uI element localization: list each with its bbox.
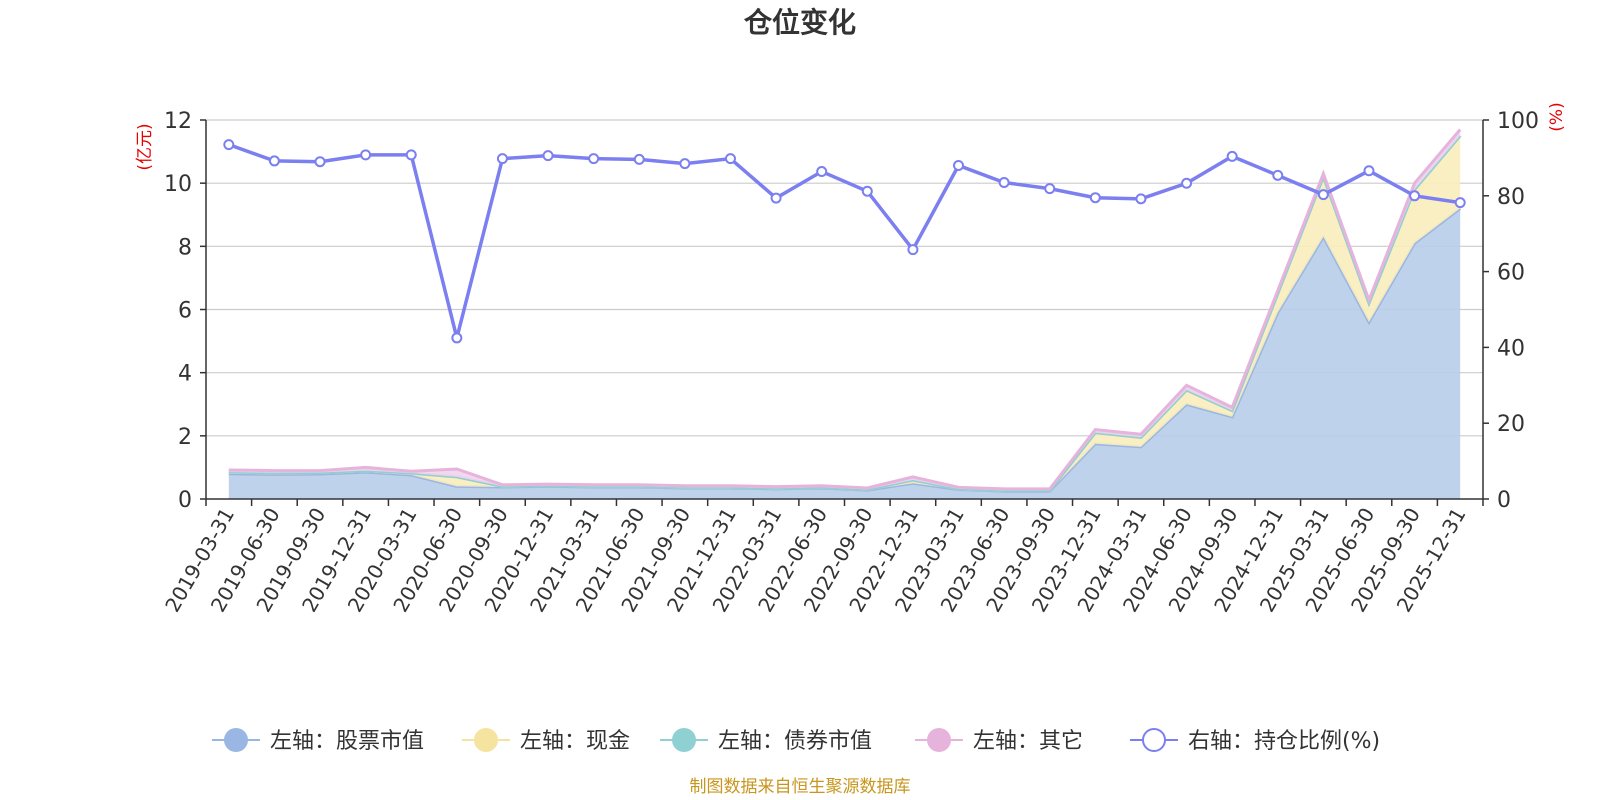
x-axis-ticks: 2019-03-312019-06-302019-09-302019-12-31… <box>160 499 1484 616</box>
ratio-point <box>1135 193 1147 205</box>
ratio-point <box>679 158 691 170</box>
left-tick-label: 4 <box>178 362 192 387</box>
legend-label: 右轴：持仓比例(%) <box>1188 729 1380 754</box>
legend-label: 左轴：股票市值 <box>270 729 424 754</box>
ratio-point <box>1454 197 1466 209</box>
ratio-point <box>1226 150 1238 162</box>
ratio-point <box>1181 177 1193 189</box>
ratio-point <box>998 177 1010 189</box>
left-tick-label: 0 <box>178 488 192 513</box>
ratio-point <box>1363 165 1375 177</box>
right-axis-unit: (%) <box>1547 102 1567 131</box>
ratio-point <box>724 153 736 165</box>
right-tick-label: 20 <box>1497 412 1525 437</box>
right-tick-label: 80 <box>1497 185 1525 210</box>
left-tick-label: 12 <box>164 109 192 134</box>
left-tick-label: 6 <box>178 299 192 324</box>
ratio-point <box>588 153 600 165</box>
legend-marker <box>672 728 696 752</box>
legend-marker <box>224 728 248 752</box>
ratio-point <box>1409 190 1421 202</box>
stacked-areas <box>228 128 1462 499</box>
legend-label: 左轴：其它 <box>973 729 1083 754</box>
ratio-point <box>1272 169 1284 181</box>
legend-label: 左轴：债券市值 <box>718 729 872 754</box>
ratio-point <box>496 153 508 165</box>
right-tick-label: 40 <box>1497 336 1525 361</box>
left-tick-label: 2 <box>178 425 192 450</box>
ratio-point <box>451 332 463 344</box>
holding-ratio-line <box>223 139 1466 344</box>
ratio-point <box>314 156 326 168</box>
ratio-point <box>816 166 828 178</box>
left-axis-ticks: 0 2 4 6 8 10 12 <box>164 109 206 513</box>
left-axis-unit: (亿元) <box>135 123 155 170</box>
ratio-point <box>770 192 782 204</box>
right-tick-label: 100 <box>1497 109 1539 134</box>
chart-title: 仓位变化 <box>744 6 856 39</box>
area-左轴：股票市值 <box>228 208 1461 499</box>
ratio-point <box>861 185 873 197</box>
ratio-point <box>223 139 235 151</box>
ratio-line-path <box>228 142 1461 339</box>
ratio-point <box>633 153 645 165</box>
right-axis-ticks: 0 20 40 60 80 100 <box>1483 109 1539 513</box>
ratio-point <box>1044 183 1056 195</box>
legend-marker <box>1142 728 1166 752</box>
right-tick-label: 0 <box>1497 488 1511 513</box>
ratio-point <box>907 244 919 256</box>
ratio-point <box>360 149 372 161</box>
left-tick-label: 8 <box>178 235 192 260</box>
legend: 左轴：股票市值 左轴：现金 左轴：债券市值 左轴：其它 右轴：持仓比例(%) <box>212 728 1380 754</box>
source-note: 制图数据来自恒生聚源数据库 <box>690 777 911 797</box>
area-edge-左轴：其它 <box>228 128 1462 491</box>
legend-label: 左轴：现金 <box>520 729 630 754</box>
ratio-point <box>1089 192 1101 204</box>
legend-marker <box>927 728 951 752</box>
ratio-point <box>1317 189 1329 201</box>
left-tick-label: 10 <box>164 172 192 197</box>
ratio-point <box>953 159 965 171</box>
ratio-point <box>405 149 417 161</box>
ratio-point <box>268 155 280 167</box>
legend-marker <box>474 728 498 752</box>
ratio-point <box>542 150 554 162</box>
right-tick-label: 60 <box>1497 261 1525 286</box>
